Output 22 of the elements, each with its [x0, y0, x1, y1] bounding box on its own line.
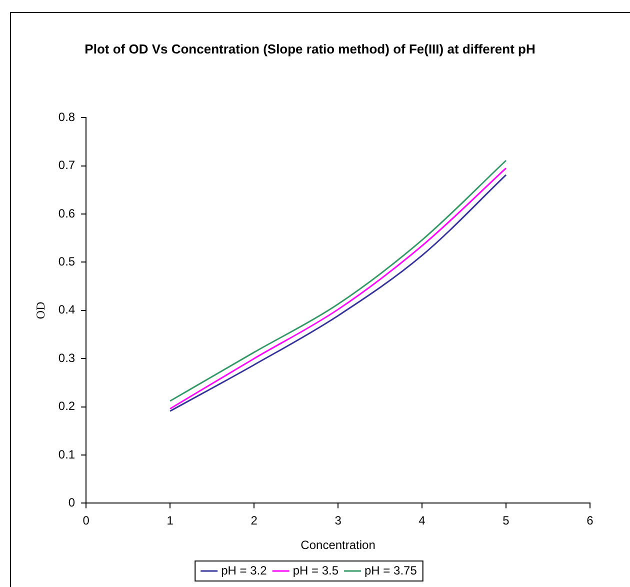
- x-tick-label: 2: [250, 514, 258, 528]
- x-tick-label: 1: [166, 514, 174, 528]
- x-tick-label: 6: [586, 514, 594, 528]
- y-tick-label: 0.2: [58, 399, 76, 414]
- legend-label: pH = 3.75: [364, 563, 418, 578]
- x-axis-title: Concentration: [300, 538, 376, 552]
- legend-label: pH = 3.5: [292, 563, 339, 578]
- x-tick-label: 3: [334, 514, 342, 528]
- y-tick-label: 0.1: [58, 447, 76, 462]
- x-tick-label: 0: [82, 514, 90, 528]
- y-tick-label: 0.5: [58, 254, 76, 269]
- x-tick-label: 5: [502, 514, 510, 528]
- y-tick-label: 0.6: [58, 206, 76, 220]
- y-axis-title: OD: [33, 301, 48, 320]
- y-tick-label: 0.8: [58, 110, 76, 124]
- chart-title: Plot of OD Vs Concentration (Slope ratio method) of Fe(III) at different pH: [84, 41, 536, 56]
- x-tick-label: 4: [418, 514, 426, 528]
- y-tick-label: 0.7: [58, 158, 76, 172]
- y-tick-label: 0.3: [58, 350, 76, 365]
- y-tick-label: 0.4: [58, 302, 76, 317]
- y-tick-label: 0: [68, 496, 76, 510]
- legend-label: pH = 3.2: [221, 563, 268, 578]
